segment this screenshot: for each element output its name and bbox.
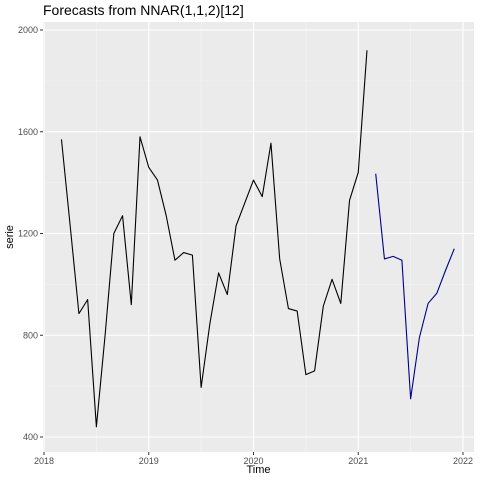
x-tick-label: 2022 [453, 456, 473, 466]
chart-title: Forecasts from NNAR(1,1,2)[12] [43, 2, 244, 18]
x-tick-label: 2020 [243, 456, 263, 466]
y-tick-label: 400 [23, 432, 38, 442]
x-axis-label: Time [246, 464, 270, 476]
x-axis: 2018 2019 2020 2021 2022 [34, 452, 473, 466]
y-tick-label: 1600 [18, 127, 38, 137]
y-axis: 400 800 1200 1600 2000 [18, 25, 43, 442]
x-tick-label: 2019 [139, 456, 159, 466]
major-gridlines [43, 22, 474, 452]
x-tick-label: 2021 [348, 456, 368, 466]
y-tick-label: 2000 [18, 25, 38, 35]
series-layer [60, 50, 455, 428]
y-tick-label: 1200 [18, 229, 38, 239]
y-axis-label: serie [4, 225, 16, 249]
panel-background [43, 22, 474, 452]
minor-gridlines [43, 22, 474, 452]
y-tick-label: 800 [23, 330, 38, 340]
x-tick-label: 2018 [34, 456, 54, 466]
observed-series-line [60, 50, 368, 428]
forecast-series-line [375, 173, 455, 400]
